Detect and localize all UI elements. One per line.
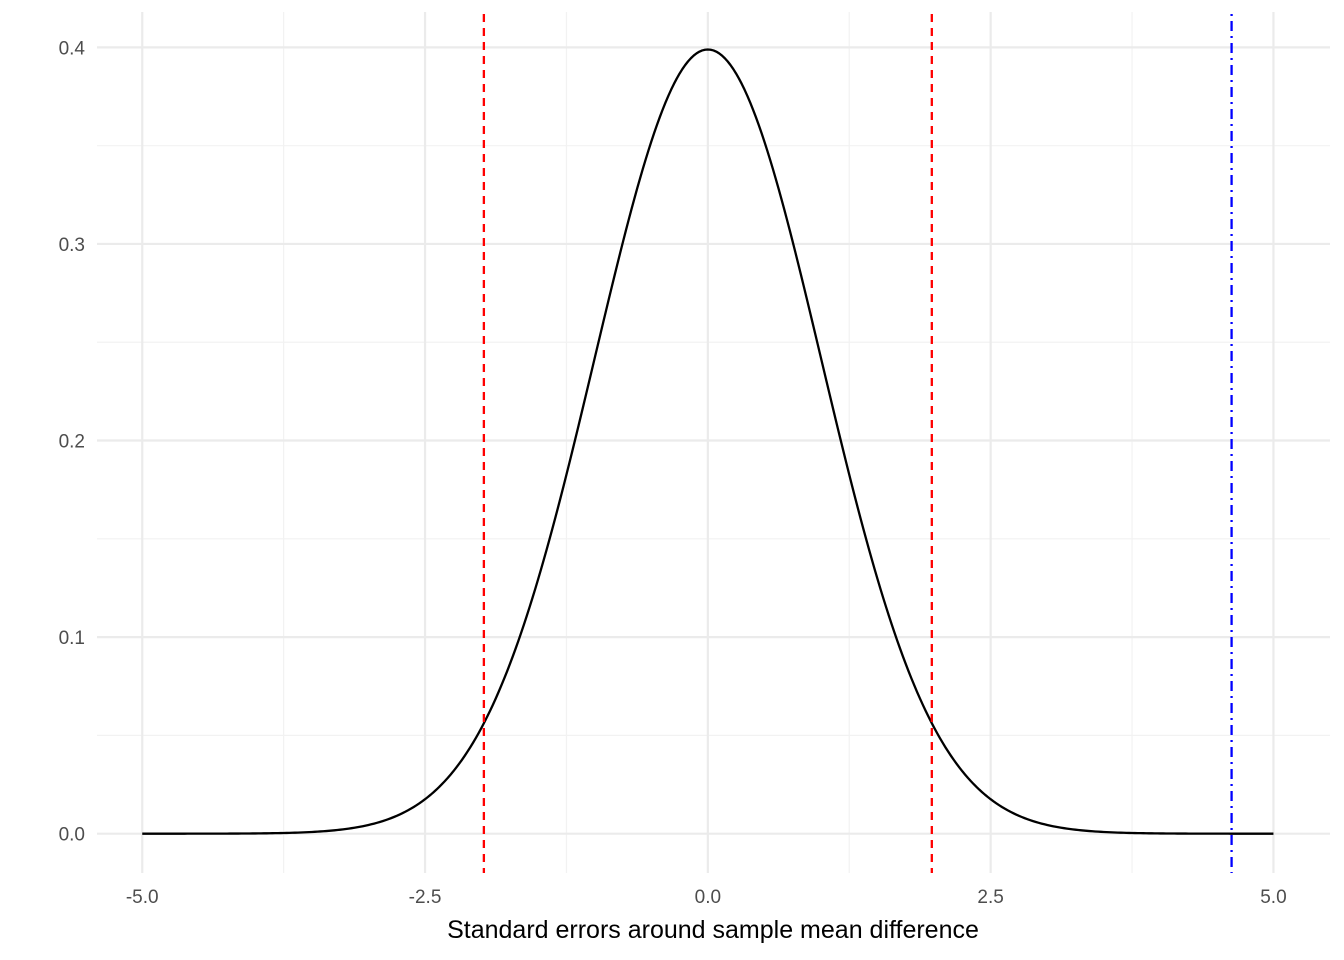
- reference-lines-layer: [482, 14, 1233, 873]
- minor-gridlines: [97, 12, 1330, 873]
- y-tick-label: 0.1: [59, 628, 85, 649]
- density-curve-layer: [142, 48, 1274, 835]
- x-tick-label: -5.0: [126, 887, 159, 908]
- x-tick-labels: -5.0 -2.5 0.0 2.5 5.0: [126, 887, 1287, 908]
- y-tick-label: 0.4: [59, 38, 86, 59]
- y-tick-label: 0.2: [59, 432, 85, 453]
- x-tick-label: 5.0: [1260, 887, 1286, 908]
- x-tick-label: 0.0: [695, 887, 721, 908]
- x-tick-label: -2.5: [409, 887, 442, 908]
- y-tick-labels: 0.0 0.1 0.2 0.3 0.4: [59, 38, 86, 845]
- x-axis-title: Standard errors around sample mean diffe…: [447, 916, 979, 944]
- major-gridlines: [97, 12, 1330, 873]
- x-tick-label: 2.5: [977, 887, 1003, 908]
- y-tick-label: 0.0: [59, 825, 85, 846]
- density-curve: [142, 48, 1274, 835]
- y-tick-label: 0.3: [59, 235, 85, 256]
